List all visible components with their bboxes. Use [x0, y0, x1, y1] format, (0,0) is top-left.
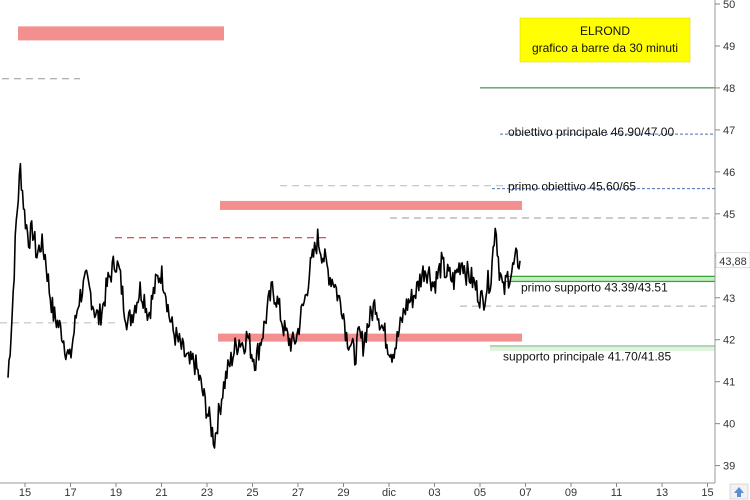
annotations-layer: obiettivo principale 46.90/47.00 primo ob… [503, 125, 674, 364]
title-box: ELROND grafico a barre da 30 minuti [519, 17, 691, 63]
x-tick-label: 05 [474, 487, 486, 499]
y-tick-label: 43 [723, 293, 735, 305]
x-ticks: 15 17 19 21 23 25 27 29 dic 03 05 07 09 11 13 15 [19, 483, 714, 499]
chart-subtitle: grafico a barre da 30 minuti [532, 41, 678, 55]
x-tick-label: 11 [611, 487, 622, 499]
x-tick-label: dic [382, 487, 397, 499]
x-tick-label: 29 [337, 487, 349, 499]
price-zone-band [18, 26, 224, 41]
x-tick-label: 13 [656, 487, 668, 499]
y-axis: 394041424344454647484950 43,88 [714, 0, 750, 500]
x-tick-label: 15 [701, 487, 713, 499]
series-layer [7, 162, 521, 449]
y-tick-label: 49 [723, 41, 735, 53]
price-zone-band [490, 346, 715, 351]
x-tick-label: 21 [155, 487, 167, 499]
price-series-line [7, 162, 521, 449]
last-price-label: 43,88 [719, 256, 747, 268]
x-tick-label: 23 [201, 487, 213, 499]
level-annotation: supporto principale 41.70/41.85 [503, 350, 671, 364]
y-tick-label: 42 [723, 335, 735, 347]
y-axis-background [715, 0, 750, 500]
y-tick-label: 47 [723, 125, 735, 137]
y-tick-label: 50 [723, 0, 735, 11]
y-tick-label: 46 [723, 167, 735, 179]
bands-layer [18, 26, 715, 351]
level-annotation: obiettivo principale 46.90/47.00 [508, 125, 674, 139]
last-price-box [715, 252, 750, 269]
x-tick-label: 03 [428, 487, 440, 499]
x-tick-label: 25 [246, 487, 258, 499]
price-zone-band [218, 333, 522, 342]
title-box-background [519, 17, 691, 63]
chart-title: ELROND [580, 24, 630, 38]
x-tick-label: 09 [565, 487, 577, 499]
x-tick-label: 17 [64, 487, 76, 499]
last-price-marker: 43,88 [715, 252, 750, 269]
x-tick-label: 19 [110, 487, 122, 499]
price-zone-band [510, 275, 715, 283]
y-tick-label: 41 [723, 377, 735, 389]
y-ticks: 394041424344454647484950 [715, 0, 735, 473]
y-tick-label: 48 [723, 83, 735, 95]
level-annotation: primo supporto 43.39/43.51 [521, 280, 668, 294]
price-zone-band [220, 200, 522, 210]
levels-layer [480, 87, 715, 347]
x-tick-label: 07 [519, 487, 531, 499]
x-axis: 15 17 19 21 23 25 27 29 dic 03 05 07 09 11 13 15 [0, 482, 715, 499]
x-tick-label: 27 [292, 487, 304, 499]
level-annotation: primo obiettivo 45.60/65 [508, 180, 636, 194]
y-tick-label: 39 [723, 461, 735, 473]
scroll-up-icon[interactable] [729, 483, 749, 500]
y-tick-label: 45 [723, 209, 735, 221]
x-tick-label: 15 [19, 487, 31, 499]
y-tick-label: 40 [723, 419, 735, 431]
